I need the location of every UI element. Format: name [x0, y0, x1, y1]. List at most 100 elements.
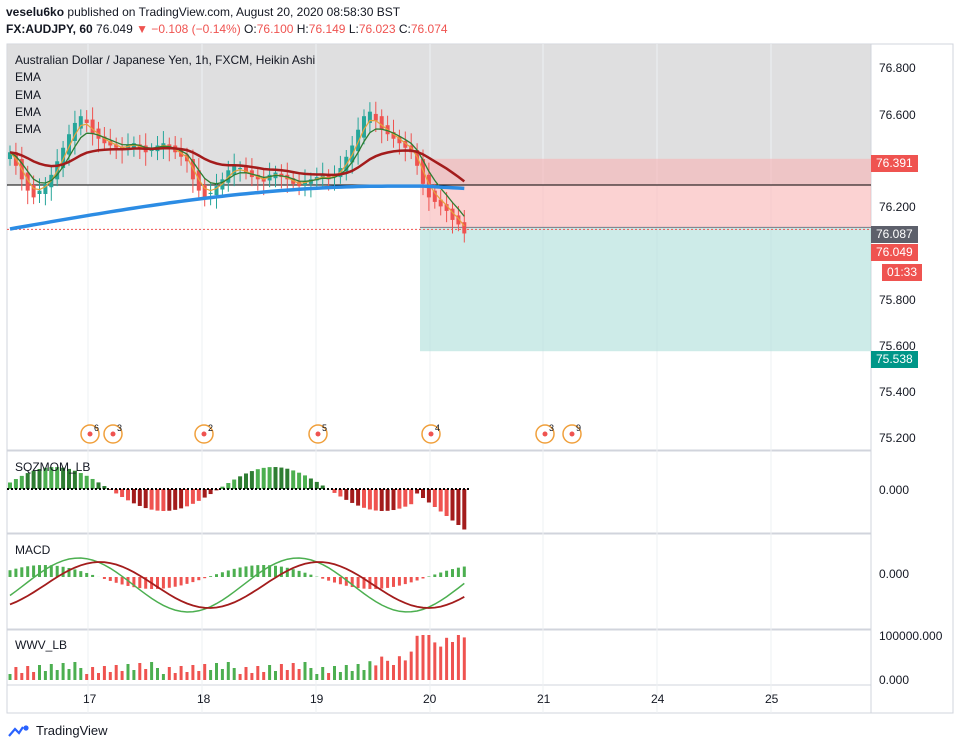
macd-histogram-bar: [462, 566, 466, 577]
macd-histogram-bar: [279, 566, 283, 577]
macd-histogram-bar: [114, 577, 118, 583]
wwv-bar: [197, 671, 201, 680]
sqzmom-bar: [362, 489, 366, 508]
wwv-bar: [409, 651, 413, 680]
macd-histogram-bar: [433, 574, 437, 577]
macd-histogram-bar: [102, 577, 106, 579]
macd-histogram-bar: [167, 577, 171, 588]
macd-histogram-bar: [356, 577, 360, 588]
candle-body: [444, 204, 449, 211]
macd-histogram-bar: [14, 568, 18, 577]
wwv-bar: [132, 670, 136, 680]
macd-histogram-bar: [303, 572, 307, 577]
macd-histogram-bar: [333, 577, 336, 583]
wwv-bar: [38, 665, 41, 680]
wwv-bar: [433, 642, 437, 680]
macd-histogram-bar: [268, 565, 272, 577]
wwv-bar: [356, 664, 360, 680]
macd-histogram-bar: [421, 577, 425, 579]
sqzmom-bar: [338, 489, 343, 497]
wwv-bar: [226, 662, 230, 680]
wwv-bar: [73, 662, 77, 680]
pane-title: Australian Dollar / Japanese Yen, 1h, FX…: [15, 53, 316, 67]
sqzmom-bar: [131, 489, 136, 504]
macd-histogram-bar: [344, 577, 348, 586]
candle-body: [61, 147, 66, 169]
symbol[interactable]: FX:AUDJPY, 60: [6, 22, 93, 36]
wwv-bar: [161, 674, 165, 680]
macd-histogram-bar: [285, 567, 289, 577]
event-count: 4: [435, 423, 440, 433]
macd-histogram-bar: [397, 577, 401, 586]
wwv-bar: [150, 662, 154, 680]
candle-body: [72, 122, 77, 141]
wwv-bar: [421, 635, 425, 680]
macd-histogram-bar: [73, 569, 77, 577]
candle-body: [261, 178, 266, 182]
sqzmom-bar: [238, 476, 243, 489]
candle-body: [244, 166, 248, 173]
wwv-bar: [138, 663, 142, 680]
wwv-zero-tick: 0.000: [879, 673, 910, 687]
publish-info: published on TradingView.com, August 20,…: [67, 5, 401, 19]
wwv-bar: [173, 673, 177, 680]
sqzmom-bar: [208, 489, 213, 495]
high-value: 76.149: [308, 22, 346, 36]
wwv-label: WWV_LB: [15, 638, 68, 652]
tradingview-logo[interactable]: TradingView: [8, 723, 108, 738]
candle-body: [356, 129, 361, 152]
target-zone: [420, 227, 871, 352]
candle-body: [114, 144, 119, 148]
sqzmom-bar: [226, 483, 231, 489]
candle-body: [303, 181, 307, 185]
sqzmom-bar: [350, 489, 355, 503]
price-tick: 76.200: [879, 200, 916, 214]
macd-histogram-bar: [55, 565, 59, 577]
sqzmom-bar: [462, 489, 467, 530]
event-count: 3: [549, 423, 554, 433]
sqzmom-bar: [90, 478, 95, 489]
candle-body: [308, 179, 313, 184]
wwv-bar: [203, 664, 207, 680]
sqzmom-bar: [108, 489, 113, 490]
event-dot-icon: [315, 431, 321, 437]
sqzmom-bar: [161, 489, 166, 511]
macd-histogram-bar: [120, 577, 124, 585]
sqzmom-label: SQZMOM_LB: [15, 460, 91, 474]
wwv-bar: [338, 672, 342, 680]
sqzmom-bar: [403, 489, 408, 507]
wwv-bar: [250, 673, 254, 680]
wwv-bar: [380, 656, 384, 680]
sqzmom-bar: [155, 489, 160, 511]
candle-body: [267, 174, 272, 181]
wwv-bar: [262, 672, 266, 680]
candle-body: [362, 116, 366, 138]
candle-body: [78, 116, 83, 129]
macd-histogram-bar: [456, 567, 460, 577]
macd-histogram-bar: [144, 577, 148, 589]
wwv-bar: [274, 671, 277, 680]
sqzmom-bar: [385, 489, 390, 511]
sqzmom-bar: [173, 489, 178, 510]
macd-histogram-bar: [415, 577, 419, 581]
wwv-bar: [8, 674, 12, 680]
author-name[interactable]: veselu6ko: [6, 5, 65, 19]
price-tick: 75.600: [879, 339, 916, 353]
ema-mid-line: [9, 128, 465, 217]
event-dot-icon: [201, 431, 207, 437]
macd-histogram-bar: [108, 577, 112, 581]
macd-histogram-bar: [61, 566, 65, 577]
sqzmom-bar: [415, 489, 420, 494]
sqzmom-bar: [291, 470, 296, 489]
candle-body: [232, 165, 237, 175]
macd-histogram-bar: [309, 574, 313, 577]
wwv-bar: [315, 674, 319, 680]
date-label: 20: [423, 692, 437, 706]
wwv-bar: [439, 646, 443, 680]
last-price: 76.049: [96, 22, 133, 36]
macd-histogram-bar: [362, 577, 366, 589]
macd-histogram-bar: [386, 577, 390, 588]
wwv-pane: [6, 629, 872, 686]
wwv-bar: [85, 674, 89, 680]
